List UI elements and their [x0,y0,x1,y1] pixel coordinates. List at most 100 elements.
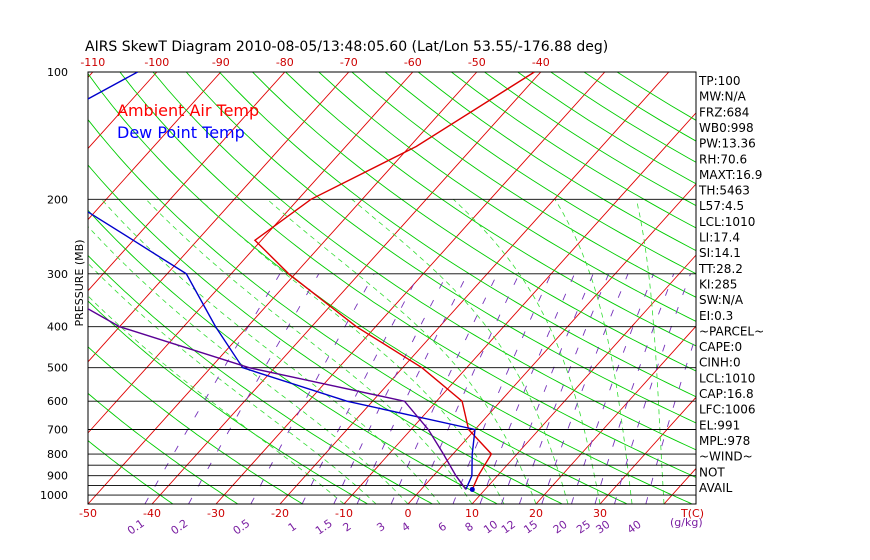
dry-adiabat-line [88,254,433,504]
isotherm-line [599,396,696,504]
isotherm-line [535,325,696,504]
mixing-ratio-line [614,273,691,504]
index-line: PW:13.36 [699,137,756,151]
moist-adiabat-line [554,199,633,504]
mixing-ratio-line [594,273,675,504]
grid-lines [0,72,696,504]
isotherm-line [88,72,158,150]
dry-adiabat-line [88,164,563,504]
moist-adiabat-line [453,199,601,504]
index-line: MW:N/A [699,90,747,104]
top-temp-tick-label: -90 [212,56,230,69]
mixing-ratio-tick-label: 10 [481,518,500,537]
index-line: ~WIND~ [699,450,753,464]
mixing-ratio-line [518,273,610,504]
moist-adiabat-line [351,198,569,504]
isobar-lines [88,71,696,496]
mixing-ratio-line [501,273,594,504]
isotherm-line [215,72,606,504]
top-temp-tick-label: -110 [80,56,105,69]
pressure-tick-label: 600 [47,395,68,408]
isotherm-line [0,72,29,504]
moist-adiabat-line [145,199,473,504]
pressure-tick-label: 1000 [40,489,68,502]
bottom-temp-tick-label: -30 [207,507,225,520]
legend-entry: Dew Point Temp [117,123,245,142]
index-line: WB0:998 [699,121,754,135]
index-line: LCL:1010 [699,371,755,385]
mixing-ratio-tick-label: 0.5 [231,517,253,538]
mixing-ratio-line [144,273,281,504]
surface-point-marker [469,486,475,492]
dry-adiabat-line [185,72,696,424]
dry-adiabat-line [88,392,239,504]
bottom-temp-tick-label: -50 [79,507,97,520]
index-line: CINH:0 [699,356,741,370]
index-line: LI:17.4 [699,231,740,245]
mixing-ratio-line [390,273,498,504]
index-line: FRZ:684 [699,105,749,119]
index-line: KI:285 [699,277,737,291]
index-line: NOT [699,465,725,479]
moist-adiabat-line [199,199,505,504]
isotherm-line [407,183,696,504]
dry-adiabat-line [351,72,696,298]
mixing-ratio-tick-label: 2 [340,520,353,535]
plot-frame [87,71,697,505]
pressure-tick-label: 200 [47,193,68,206]
ambient-air-temp-line [253,72,535,490]
index-line: TH:5463 [698,184,750,198]
index-line: L57:4.5 [699,199,744,213]
index-line: ~PARCEL~ [699,324,764,338]
mixing-ratio-tick-label: 15 [521,518,540,537]
moist-adiabat-line [88,225,409,504]
x-axis-label: T(C) [680,507,704,520]
dry-adiabat-line [152,72,696,451]
dry-adiabat-line [417,72,696,252]
pressure-tick-label: 500 [47,362,68,375]
index-line: SW:N/A [699,293,744,307]
top-temp-tick-label: -70 [340,56,358,69]
dry-adiabat-line [88,73,693,504]
mixing-ratio-unit-label: (g/kg) [670,516,703,529]
dry-adiabat-line [88,209,498,504]
isotherm-line [471,254,696,504]
bottom-temp-tick-label: -40 [143,507,161,520]
dry-adiabat-line [384,72,696,275]
dew-point-temp-line [88,72,476,490]
mixing-ratio-line [356,273,468,504]
mixing-ratio-line [645,334,696,504]
mixing-ratio-line [188,273,320,504]
pressure-tick-label: 400 [47,321,68,334]
top-temp-tick-label: -80 [276,56,294,69]
moist-adiabat-line [101,199,441,504]
dry-adiabat-line [285,72,696,347]
bottom-temp-tick-label: 20 [529,507,543,520]
bottom-temp-tick-label: 10 [465,507,479,520]
mixing-ratio-tick-label: 25 [574,518,593,537]
y-axis-label: PRESSURE (MB) [73,240,86,327]
top-temp-tick-label: -60 [404,56,422,69]
dry-adiabat-line [88,118,628,504]
dry-adiabat-line [119,72,696,478]
mixing-ratio-tick-label: 30 [594,518,613,537]
index-line: CAP:16.8 [699,387,754,401]
chart-title: AIRS SkewT Diagram 2010-08-05/13:48:05.6… [85,39,608,55]
isotherm-line [88,72,414,434]
pressure-tick-label: 100 [47,66,68,79]
index-line: TT:28.2 [698,262,743,276]
mixing-ratio-line [415,273,520,504]
mixing-ratio-line [541,273,629,504]
top-temp-tick-label: -40 [532,56,550,69]
dry-adiabat-line [252,72,696,372]
bottom-temp-tick-label: -10 [335,507,353,520]
index-line: AVAIL [699,481,733,495]
isotherm-line [88,72,222,221]
pressure-tick-label: 800 [47,448,68,461]
mixing-ratio-line [250,273,375,504]
sounding-series [88,72,535,492]
index-line: CAPE:0 [699,340,742,354]
top-temp-tick-label: -50 [468,56,486,69]
mixing-ratio-line [571,273,654,504]
